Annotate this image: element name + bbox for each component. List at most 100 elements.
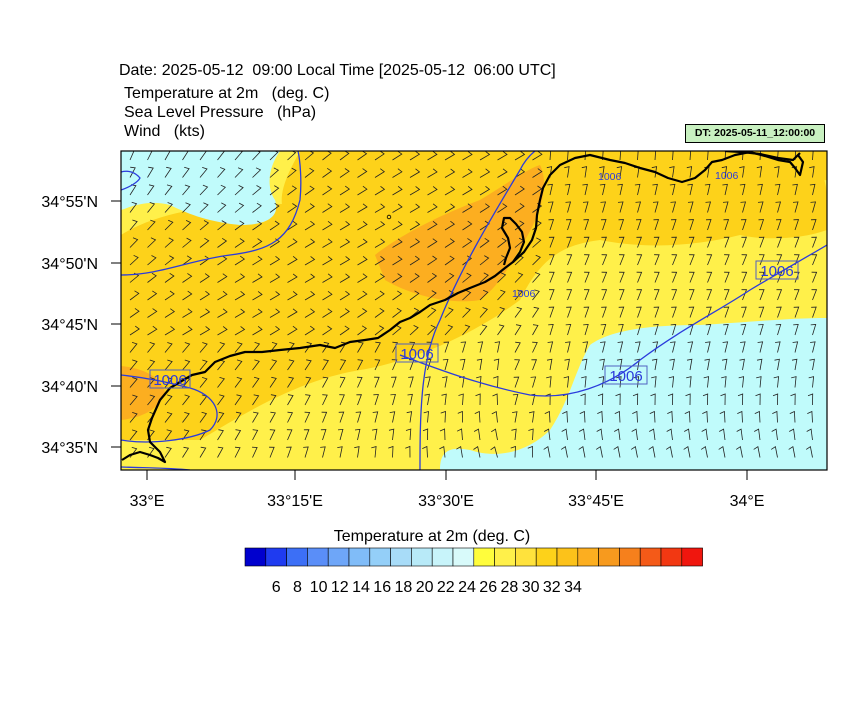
wind-barb — [581, 166, 588, 178]
wind-barb — [287, 308, 298, 318]
wind-barb — [147, 308, 158, 318]
wind-barb — [532, 237, 542, 248]
wind-barb — [669, 166, 675, 178]
wind-barb — [442, 358, 449, 371]
wind-barb — [374, 307, 385, 318]
isobar-line — [399, 244, 827, 397]
wind-barb — [737, 410, 743, 423]
wind-barb — [740, 324, 747, 336]
wind-barb — [339, 256, 351, 266]
wind-barb — [357, 273, 368, 283]
wind-barb — [789, 410, 796, 423]
wind-barb — [562, 410, 568, 423]
wind-barb — [649, 428, 656, 441]
wind-barb — [286, 429, 293, 441]
wind-barb — [287, 220, 298, 231]
wind-barb — [269, 151, 279, 161]
wind-barb — [374, 359, 381, 371]
wind-barb — [322, 394, 328, 406]
wind-barb — [805, 446, 813, 458]
wind-barb — [792, 183, 798, 196]
wind-barb — [339, 359, 347, 371]
colorbar-swatch — [265, 547, 287, 567]
wind-barb — [462, 324, 471, 336]
wind-barb — [532, 254, 541, 266]
wind-barb — [199, 202, 209, 213]
wind-barb — [374, 238, 386, 248]
wind-barb — [654, 151, 657, 161]
colorbar-label: 26 — [479, 579, 497, 596]
wind-barb — [164, 237, 174, 248]
colorbar-label: 30 — [522, 579, 540, 596]
wind-barb — [561, 428, 568, 441]
wind-barb — [322, 359, 329, 371]
wind-barb — [615, 393, 621, 406]
wind-barb — [217, 237, 228, 248]
wind-barb — [147, 255, 157, 266]
wind-barb — [736, 428, 743, 441]
wind-barb — [462, 168, 473, 178]
colorbar-swatch — [348, 547, 371, 567]
wind-barb — [182, 342, 191, 353]
colorbar-swatch — [660, 547, 683, 567]
wind-barb — [753, 446, 761, 458]
wind-barb — [252, 359, 260, 371]
wind-barb — [687, 201, 694, 213]
wind-barb — [234, 429, 242, 441]
wind-barb — [704, 183, 711, 196]
wind-barb — [619, 151, 622, 161]
wind-barb — [444, 238, 455, 248]
wind-barb — [789, 428, 796, 441]
wind-barb — [147, 219, 156, 231]
wind-barb — [252, 202, 262, 213]
wind-barb — [129, 201, 138, 213]
wind-barb — [513, 376, 520, 388]
wind-barb — [514, 272, 524, 283]
wind-barb — [427, 151, 438, 161]
wind-barb — [759, 151, 762, 161]
wind-barb — [462, 151, 473, 161]
wind-barb — [759, 289, 765, 301]
wind-barb — [791, 376, 797, 388]
x-tick-label: 33°E — [130, 493, 165, 510]
wind-barb — [234, 273, 246, 283]
wind-barb — [147, 342, 156, 353]
wind-barb — [635, 219, 642, 231]
field-pressure-label: Sea Level Pressure (hPa) — [124, 104, 317, 121]
wind-barb — [619, 271, 625, 283]
wind-barb — [164, 290, 175, 301]
wind-barb — [374, 151, 385, 161]
wind-barb — [601, 271, 608, 283]
wind-barb — [724, 151, 727, 161]
x-tick-label: 33°30'E — [418, 493, 474, 510]
wind-barb — [667, 410, 673, 423]
wind-barb — [686, 166, 693, 178]
wind-barb — [164, 255, 175, 266]
wind-barb — [425, 376, 431, 388]
wind-barb — [391, 376, 397, 388]
wind-barb — [372, 411, 379, 423]
wind-barb — [322, 256, 333, 266]
wind-barb — [739, 183, 746, 196]
wind-barb — [670, 219, 677, 231]
wind-barb — [583, 236, 590, 248]
wind-barb — [473, 446, 481, 458]
wind-barb — [199, 184, 209, 196]
colorbar-label: 32 — [543, 579, 561, 596]
wind-barb — [684, 410, 691, 423]
wind-barb — [532, 289, 540, 301]
wind-barb — [549, 271, 555, 283]
wind-barb — [199, 446, 207, 458]
wind-barb — [546, 376, 552, 388]
wind-barb — [707, 151, 709, 161]
colorbar-swatch — [556, 547, 579, 567]
wind-barb — [182, 151, 189, 161]
wind-barb — [636, 271, 643, 283]
wind-barb — [754, 410, 761, 423]
wind-barb — [597, 393, 604, 406]
wind-barb — [457, 410, 463, 423]
wind-barb — [479, 220, 490, 231]
wind-barb — [582, 201, 589, 213]
wind-barb — [543, 446, 551, 458]
wind-barb — [494, 341, 501, 353]
